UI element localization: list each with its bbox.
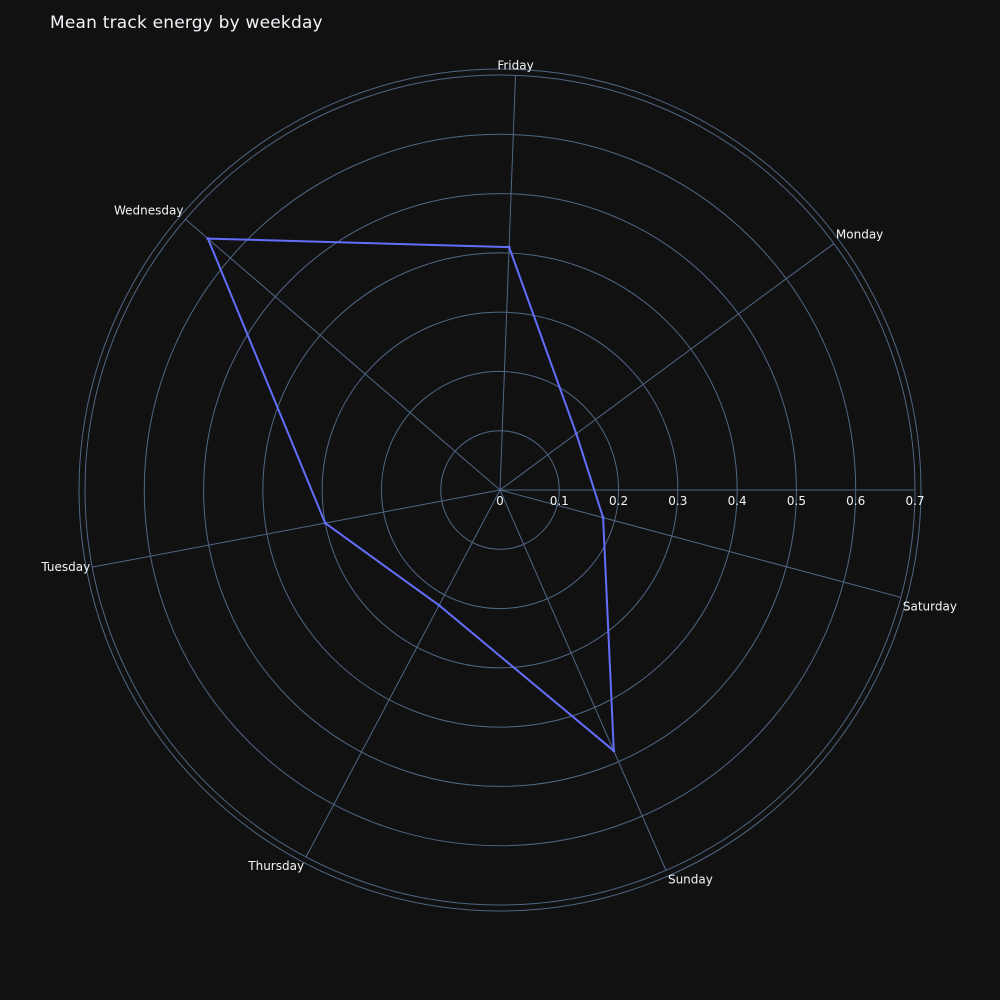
radial-tick-label: 0.5	[787, 494, 806, 508]
grid-spoke	[499, 75, 517, 491]
grid-spoke	[305, 489, 501, 858]
chart-title: Mean track energy by weekday	[50, 13, 323, 33]
data-point-wednesday[interactable]	[206, 237, 210, 241]
label-layer: 0 0.1 0.2 0.3 0.4 0.5 0.6 0.7 Saturday Monday Frid…	[40, 58, 957, 886]
data-point-monday[interactable]	[574, 432, 578, 436]
grid-spoke	[499, 489, 901, 598]
grid-spoke	[499, 489, 667, 871]
category-label-sunday: Sunday	[668, 872, 713, 886]
category-label-saturday: Saturday	[903, 599, 957, 613]
data-point-sunday[interactable]	[612, 749, 616, 753]
energy-series-line	[206, 237, 615, 752]
radial-tick-label: 0.2	[609, 494, 628, 508]
grid-spoke	[185, 218, 501, 491]
category-label-wednesday: Wednesday	[114, 203, 183, 217]
outer-border	[78, 68, 922, 912]
radial-tick-label: 0.6	[846, 494, 865, 508]
grid-spoke	[499, 243, 835, 491]
radial-tick-label: 0.1	[550, 494, 569, 508]
category-label-monday: Monday	[836, 228, 883, 242]
category-label-friday: Friday	[497, 58, 533, 72]
category-label-thursday: Thursday	[247, 859, 304, 873]
radial-tick-label: 0	[496, 494, 504, 508]
data-point-thursday[interactable]	[437, 603, 441, 607]
radial-tick-label: 0.7	[905, 494, 924, 508]
grid-spoke	[92, 489, 501, 568]
data-point-saturday[interactable]	[601, 516, 605, 520]
grid-layer	[78, 68, 922, 912]
radial-tick-label: 0.4	[728, 494, 747, 508]
radial-tick-label: 0.3	[668, 494, 687, 508]
data-point-tuesday[interactable]	[323, 521, 327, 525]
series-layer	[206, 237, 616, 753]
category-label-tuesday: Tuesday	[40, 560, 90, 574]
data-point-friday[interactable]	[507, 245, 511, 249]
